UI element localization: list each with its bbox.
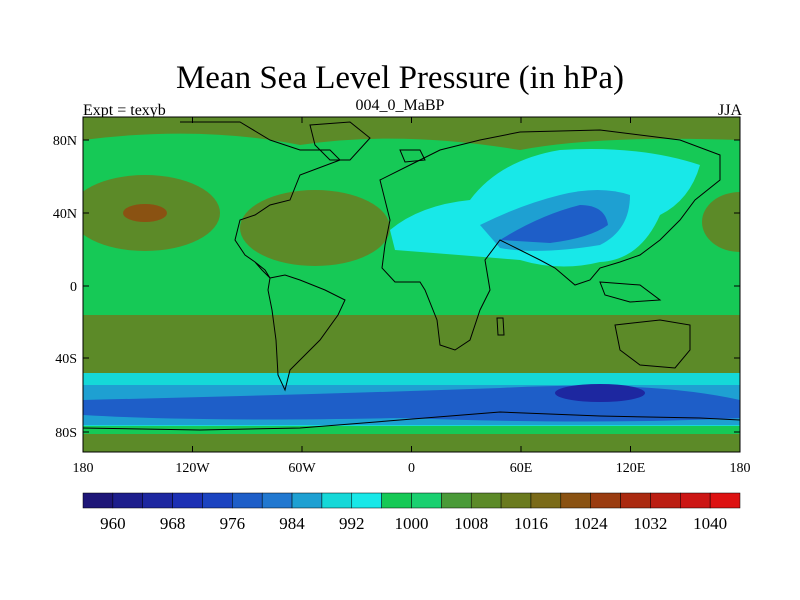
pressure-field: [83, 117, 740, 452]
lon-tick-label: 0: [408, 461, 415, 476]
coast-madagascar: [496, 317, 505, 336]
coast-greenland: [309, 121, 371, 161]
colorbar-box: [202, 492, 233, 509]
field-north-high: [83, 117, 740, 150]
colorbar-label: 1032: [633, 514, 667, 533]
colorbar-label: 960: [100, 514, 126, 533]
colorbar-box: [620, 492, 651, 509]
field-south-high-west: [83, 316, 170, 344]
field-asian-low-core: [500, 205, 608, 243]
lon-tick-label: 180: [73, 461, 94, 476]
colorbar-label: 992: [339, 514, 365, 533]
colorbar-box: [291, 492, 323, 509]
colorbar-box: [321, 492, 353, 509]
lat-tick-label: 0: [70, 280, 77, 295]
coast-south-america: [267, 274, 346, 392]
colorbar-box: [530, 492, 562, 509]
colorbar-labels: 960 968 976 984 992 1000 1008 1016 1024 1032 1040: [100, 514, 727, 533]
colorbar-label: 984: [279, 514, 305, 533]
colorbar-box: [441, 492, 472, 509]
colorbar-box: [590, 492, 621, 509]
field-east-high: [702, 192, 740, 252]
field-antarctic-edge: [83, 426, 740, 434]
colorbar-box: [232, 492, 263, 509]
colorbar-box: [500, 492, 532, 509]
lat-tick-label: 40S: [55, 352, 77, 367]
lat-tick-label: 80N: [53, 134, 77, 149]
colorbar-box: [560, 492, 591, 509]
field-south-high: [83, 315, 740, 373]
lon-tick-label: 180: [730, 461, 751, 476]
field-atlantic-high: [240, 190, 390, 266]
colorbar-label: 976: [220, 514, 246, 533]
field-southern-low-deep: [555, 384, 645, 402]
colorbar-label: 1040: [693, 514, 727, 533]
experiment-label: Expt = texyb: [83, 102, 166, 119]
colorbar-label: 1016: [514, 514, 548, 533]
coast-north-america: [180, 121, 341, 279]
coast-indonesia: [599, 281, 662, 303]
coast-australia: [614, 319, 691, 369]
colorbar-box: [261, 492, 293, 509]
lat-tick-label: 80S: [55, 426, 77, 441]
colorbar-box: [411, 492, 442, 509]
colorbar-label: 1024: [574, 514, 609, 533]
colorbar-box: [142, 492, 173, 509]
field-antarctic-high: [83, 432, 740, 452]
coast-eurasia-africa: [379, 129, 721, 351]
season-label: JJA: [717, 102, 742, 119]
lon-tick-label: 120E: [616, 461, 646, 476]
colorbar-box: [172, 492, 203, 509]
lon-tick-label: 120W: [175, 461, 210, 476]
colorbar-box: [112, 492, 143, 509]
coastlines: [83, 121, 740, 431]
lon-tick-label: 60W: [288, 461, 316, 476]
colorbar-label: 1000: [395, 514, 429, 533]
colorbar-label: 968: [160, 514, 186, 533]
colorbar-label: 1008: [454, 514, 488, 533]
colorbar-box: [82, 492, 114, 509]
period-label: 004_0_MaBP: [355, 97, 445, 114]
lat-tick-label: 40N: [53, 207, 77, 222]
field-pacific-core: [123, 204, 167, 222]
colorbar-box: [351, 492, 382, 509]
map-axes: 80N 40N 0 40S 80S 180 120W 60W 0 60E 120E 180: [53, 117, 751, 476]
colorbar-boxes: [82, 492, 741, 509]
colorbar-box: [381, 492, 412, 509]
colorbar-box: [709, 492, 741, 509]
colorbar-box: [650, 492, 681, 509]
colorbar-box: [470, 492, 502, 509]
colorbar-box: [680, 492, 711, 509]
coast-antarctica: [83, 411, 740, 431]
map-title: Mean Sea Level Pressure (in hPa): [175, 60, 625, 96]
lon-tick-label: 60E: [510, 461, 533, 476]
coast-arctic-islands: [399, 149, 426, 163]
